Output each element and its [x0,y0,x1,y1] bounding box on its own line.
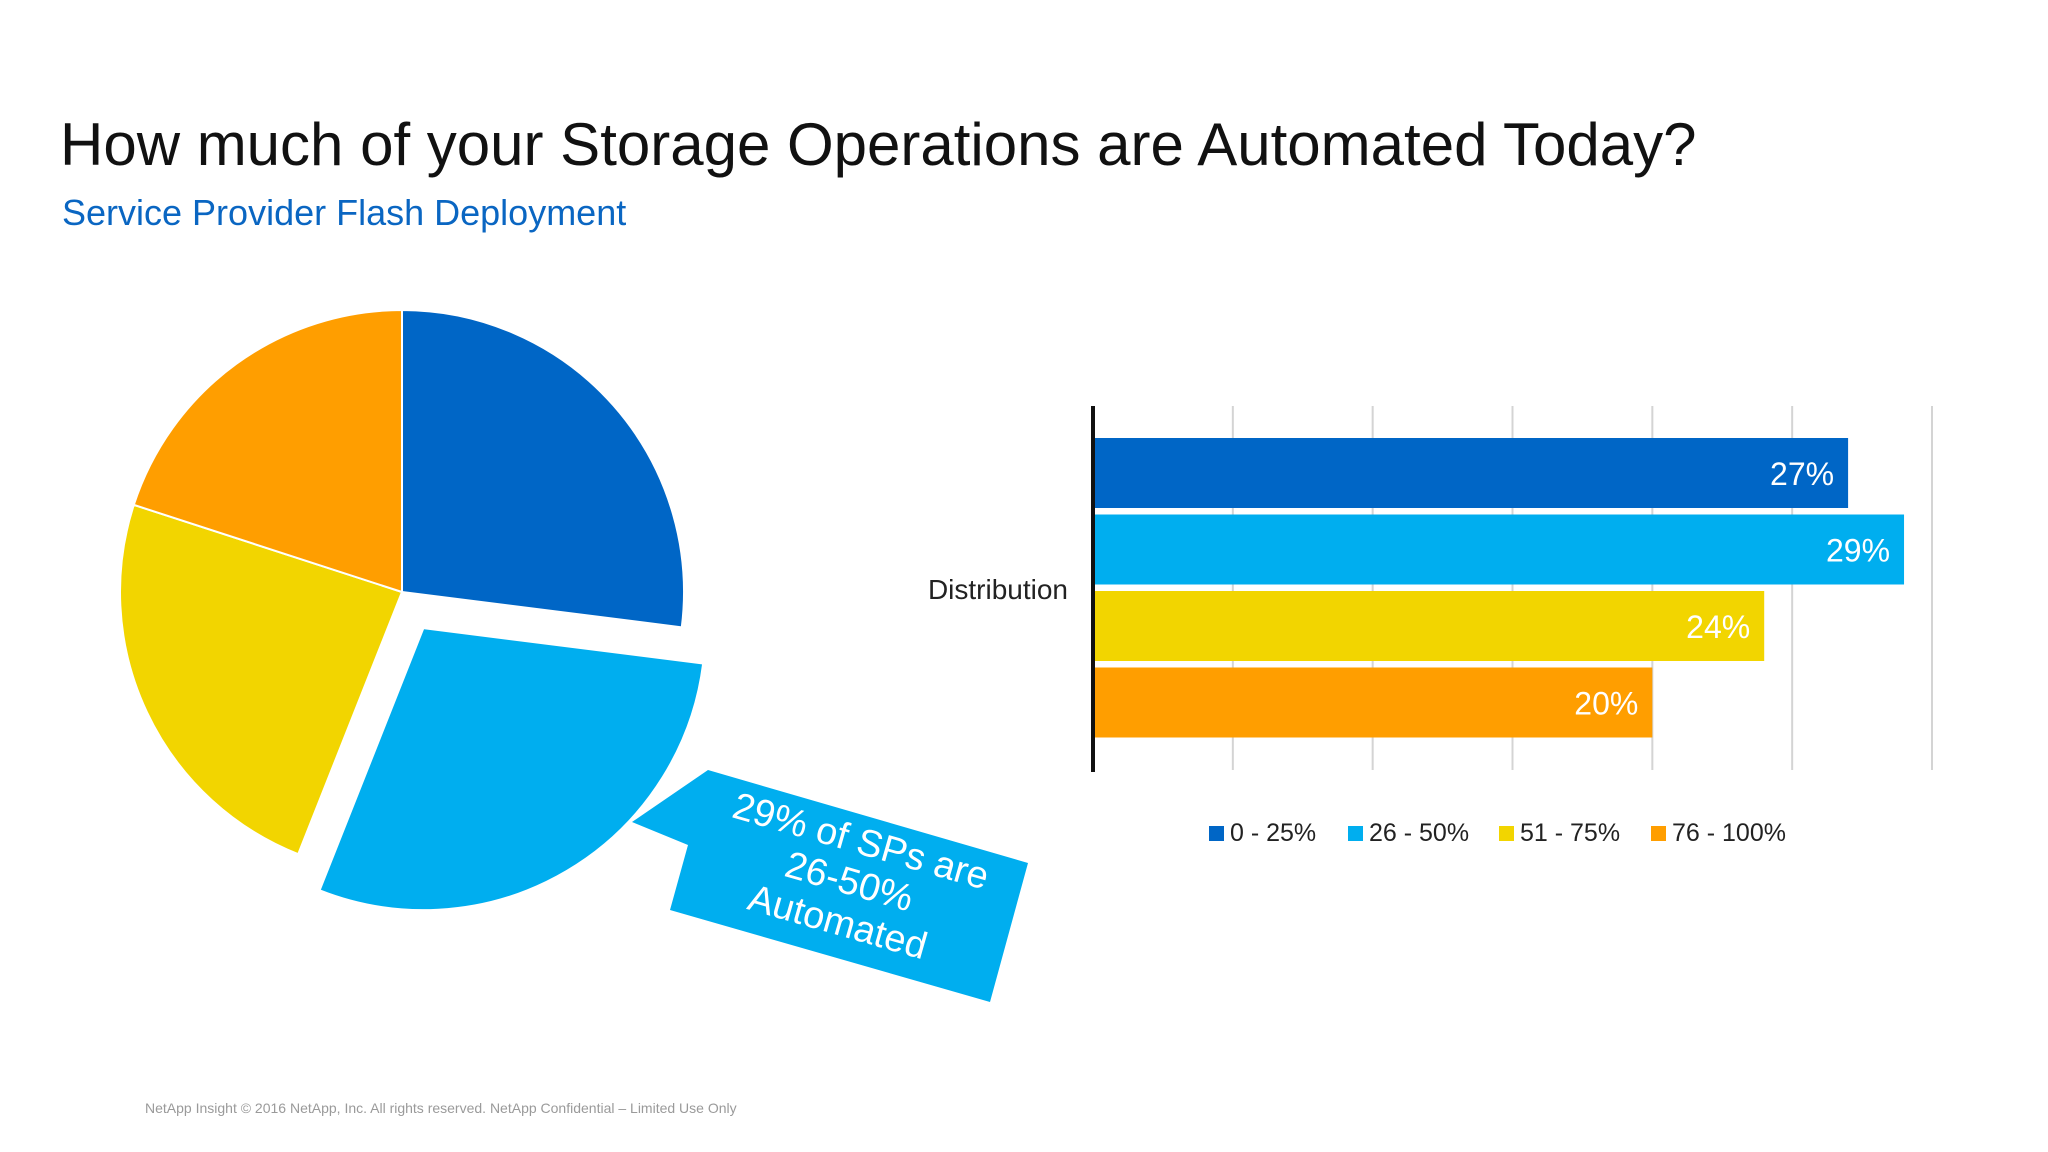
bar-51-75 [1095,591,1765,661]
bar-data-labels: 27% 29% 24% 20% [1574,456,1890,722]
legend-label-26-50: 26 - 50% [1369,819,1469,847]
pie-slice-0-25 [401,308,685,629]
pie-slice-51-75 [119,503,404,856]
page-title: How much of your Storage Operations are … [60,111,1697,178]
callout-shape [632,770,1028,1002]
legend-label-0-25: 0 - 25% [1230,819,1316,847]
pie-slices [119,308,705,912]
pie-slice-76-100 [132,308,403,594]
legend: 0 - 25% 26 - 50% 51 - 75% 76 - 100% [1209,819,1786,847]
bar-label-76-100: 20% [1574,686,1638,722]
footer-copyright: NetApp Insight © 2016 NetApp, Inc. All r… [145,1100,737,1116]
bar-label-0-25: 27% [1770,456,1834,492]
bar-label-26-50: 29% [1826,533,1890,569]
legend-label-51-75: 51 - 75% [1520,819,1620,847]
legend-label-76-100: 76 - 100% [1672,819,1786,847]
bar-76-100 [1095,667,1653,738]
legend-swatch-76-100 [1651,826,1666,841]
legend-swatch-0-25 [1209,826,1224,841]
bar-0-25 [1095,438,1849,508]
legend-swatch-51-75 [1499,826,1514,841]
category-axis-label: Distribution [928,574,1068,605]
page-subtitle: Service Provider Flash Deployment [62,192,627,233]
pie-slice-26-50 [318,627,705,912]
bar-26-50 [1095,514,1905,585]
bar-series [1095,438,1905,738]
legend-swatch-26-50 [1348,826,1363,841]
bar-label-51-75: 24% [1686,609,1750,645]
